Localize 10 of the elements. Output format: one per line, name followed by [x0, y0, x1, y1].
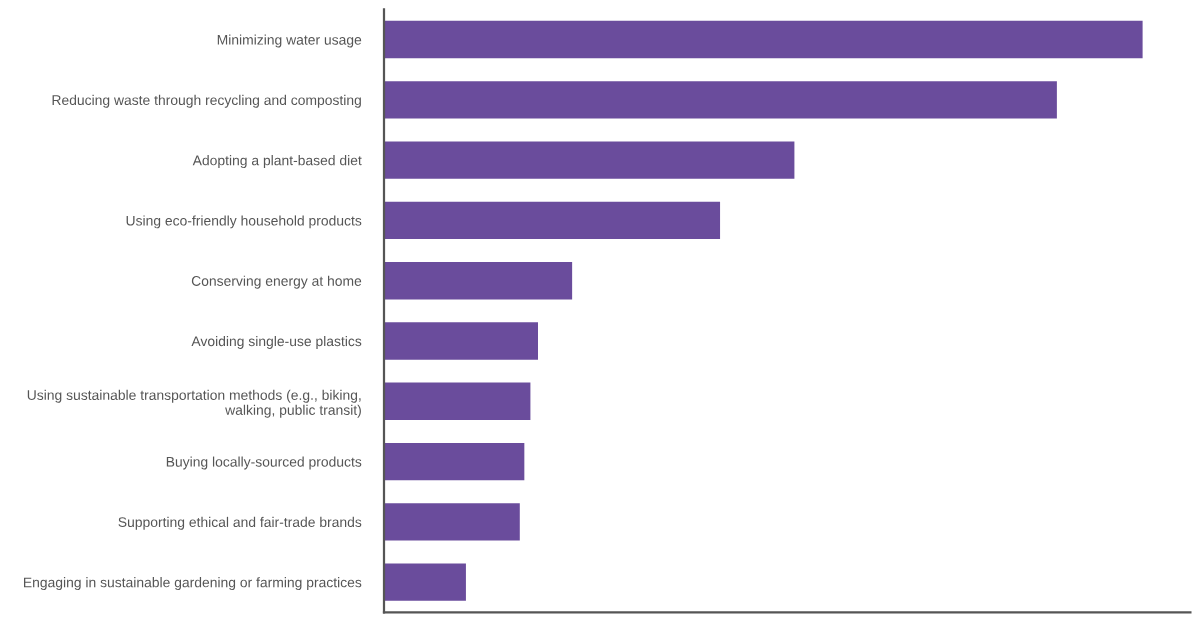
- bar: [384, 81, 1057, 119]
- bar: [384, 20, 1143, 59]
- bar: [384, 563, 466, 601]
- bar: [384, 201, 721, 240]
- bar: [384, 262, 573, 300]
- bar: [384, 503, 520, 541]
- bar: [384, 382, 531, 420]
- bar: [384, 141, 795, 179]
- bar: [384, 442, 525, 481]
- bar: [384, 322, 538, 360]
